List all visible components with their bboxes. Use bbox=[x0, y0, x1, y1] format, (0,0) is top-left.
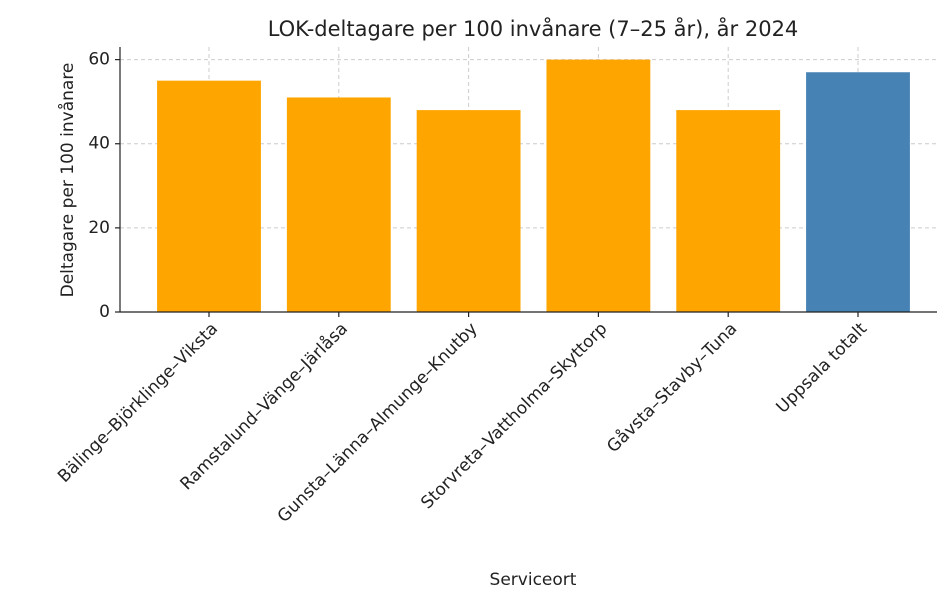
y-tick-label: 0 bbox=[99, 302, 110, 322]
y-tick-label: 20 bbox=[88, 218, 110, 238]
x-tick-label: Gunsta–Länna–Almunge–Knutby bbox=[274, 319, 482, 527]
x-tick-label: Gåvsta–Stavby–Tuna bbox=[603, 318, 742, 457]
x-tick-label: Uppsala totalt bbox=[773, 319, 872, 418]
y-tick-label: 40 bbox=[88, 134, 110, 154]
y-axis-label: Deltagare per 100 invånare bbox=[57, 63, 78, 298]
bar bbox=[806, 72, 910, 312]
bar bbox=[546, 59, 651, 312]
x-axis-label: Serviceort bbox=[490, 570, 577, 590]
bar bbox=[286, 97, 391, 312]
y-tick-label: 60 bbox=[88, 50, 110, 70]
chart-title: LOK-deltagare per 100 invånare (7–25 år)… bbox=[268, 16, 799, 41]
bar bbox=[676, 110, 781, 312]
bar bbox=[416, 110, 521, 312]
bar bbox=[157, 80, 261, 313]
